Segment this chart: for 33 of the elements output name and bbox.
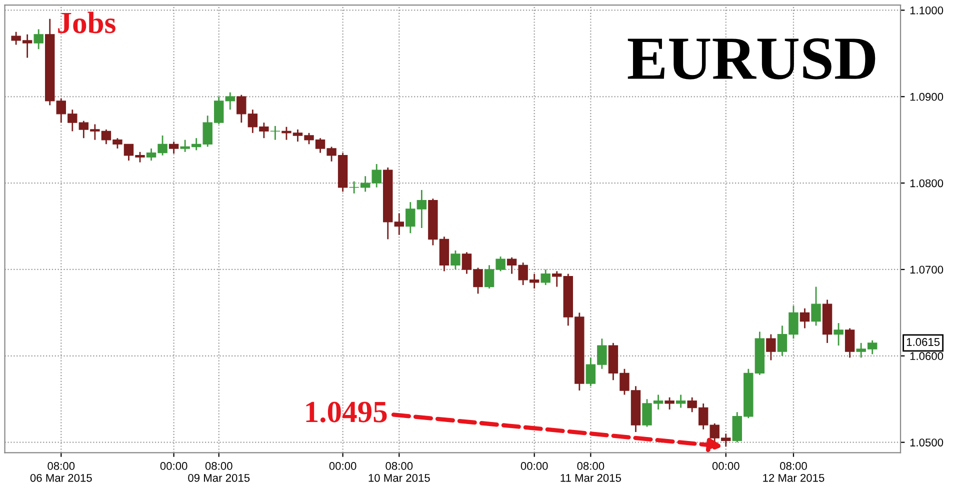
candlestick xyxy=(450,250,460,270)
y-tick-label: 1.0600 xyxy=(910,352,944,360)
y-tick-label: 1.0500 xyxy=(910,438,944,446)
candlestick xyxy=(225,92,235,110)
x-tick-label: 00:00 xyxy=(520,462,548,470)
candlestick xyxy=(676,394,686,408)
y-tick-label: 1.0800 xyxy=(910,179,944,188)
candlestick xyxy=(844,328,855,358)
candlestick xyxy=(664,396,674,410)
candlestick xyxy=(168,140,179,154)
text: 1.0615 xyxy=(906,338,940,346)
x-tick-label: 00:00 xyxy=(329,462,356,470)
candlestick xyxy=(834,322,844,346)
candlestick xyxy=(394,212,404,236)
y-tick-label: 1.0900 xyxy=(910,92,944,101)
candlestick xyxy=(766,334,776,361)
candlestick xyxy=(552,270,562,288)
candlestick xyxy=(34,28,44,50)
candlestick xyxy=(811,286,821,326)
chart-title: EURUSD xyxy=(628,38,876,80)
x-tick-label: 00:00 xyxy=(160,462,188,470)
annotation: 1.0495 xyxy=(306,402,387,422)
x-tick-label: 08:00 06 Mar 2015 xyxy=(30,462,92,482)
annotation: Jobs xyxy=(58,12,116,34)
candlestick xyxy=(800,308,810,329)
y-tick-label: 1.1000 xyxy=(910,6,944,14)
x-tick-label: 08:00 12 Mar 2015 xyxy=(763,462,824,482)
y-tick-label: 1.0700 xyxy=(910,266,944,274)
x-tick-label: 00:00 xyxy=(712,462,740,470)
x-tick-label: 08:00 11 Mar 2015 xyxy=(560,462,621,482)
x-tick-label: 08:00 09 Mar 2015 xyxy=(188,462,250,482)
candlestick xyxy=(540,268,550,286)
x-tick-label: 08:00 10 Mar 2015 xyxy=(368,462,430,482)
